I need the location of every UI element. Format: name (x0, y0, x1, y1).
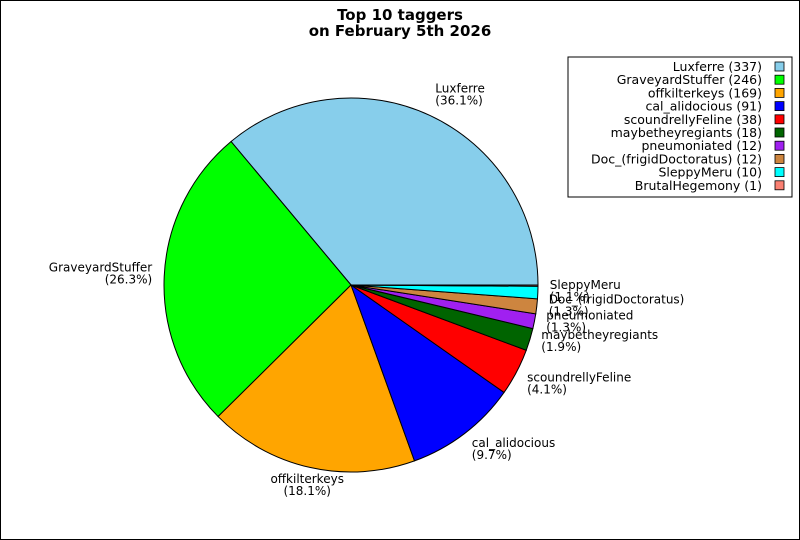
pie-slice-cal-alidocious (349, 283, 505, 462)
pie-slice-offkilterkeys (217, 284, 416, 473)
legend-swatch-luxferre (774, 61, 785, 72)
slice-pct-cal-alidocious: (9.7%) (472, 448, 512, 462)
legend-swatch-scoundrellyfeline (774, 114, 785, 125)
slice-label-graveyardstuffer: GraveyardStuffer (49, 261, 152, 275)
slice-label-scoundrellyfeline: scoundrellyFeline (527, 371, 631, 385)
legend-swatch-offkilterkeys (774, 88, 785, 98)
pie-slices (163, 97, 539, 473)
legend-swatch-brutalhegemony (774, 180, 785, 191)
slice-pct-sleppymeru: (1.1%) (550, 290, 590, 304)
legend-label-sleppymeru: SleppyMeru (10) (658, 165, 762, 180)
pie-slice-brutalhegemony (350, 284, 539, 287)
legend-swatch-doc-frigiddoctoratus (774, 153, 785, 164)
legend-label-offkilterkeys: offkilterkeys (169) (648, 85, 762, 100)
slice-pct-scoundrellyfeline: (4.1%) (527, 383, 567, 397)
legend-label-doc-frigiddoctoratus: Doc_(frigidDoctoratus) (12) (591, 151, 762, 166)
legend-label-luxferre: Luxferre (337) (673, 59, 762, 74)
slice-label-luxferre: Luxferre (435, 82, 485, 96)
legend-label-cal-alidocious: cal_alidocious (91) (645, 99, 762, 114)
legend-swatch-graveyardstuffer (774, 74, 785, 85)
slice-pct-graveyardstuffer: (26.3%) (105, 273, 152, 287)
chart-title-line-2: on February 5th 2026 (309, 22, 492, 40)
legend-label-pneumoniated: pneumoniated (12) (641, 138, 762, 153)
legend-swatch-maybetheyregiants (774, 127, 785, 138)
legend-label-brutalhegemony: BrutalHegemony (1) (635, 178, 762, 193)
slice-pct-doc-frigiddoctoratus: (1.3%) (549, 305, 589, 319)
slice-labels: Luxferre(36.1%) GraveyardStuffer(26.3%) of… (49, 82, 685, 498)
chart-title-line-1: Top 10 taggers (337, 6, 463, 24)
slice-label-maybetheyregiants: maybetheyregiants (541, 328, 658, 342)
legend-label-graveyardstuffer: GraveyardStuffer (246) (617, 72, 762, 87)
legend-swatch-pneumoniated (774, 140, 785, 151)
slice-pct-pneumoniated: (1.3%) (546, 321, 586, 335)
legend-swatch-sleppymeru (774, 167, 785, 178)
legend-box (567, 56, 793, 198)
legend: Luxferre (337)GraveyardStuffer (246)offk… (567, 56, 793, 198)
legend-swatch-cal-alidocious (774, 101, 785, 111)
slice-pct-maybetheyregiants: (1.9%) (541, 340, 581, 354)
pie-slice-luxferre (230, 97, 539, 286)
slice-label-pneumoniated: pneumoniated (546, 309, 633, 323)
legend-label-scoundrellyfeline: scoundrellyFeline (38) (624, 112, 762, 127)
slice-label-doc-frigiddoctoratus: Doc_(frigidDoctoratus) (549, 293, 685, 307)
slice-pct-offkilterkeys: (18.1%) (283, 484, 330, 498)
pie-slice-graveyardstuffer (163, 140, 352, 418)
slice-label-offkilterkeys: offkilterkeys (270, 472, 344, 486)
slice-label-cal-alidocious: cal_alidocious (472, 436, 555, 450)
slice-label-sleppymeru: SleppyMeru (550, 278, 621, 292)
legend-label-maybetheyregiants: maybetheyregiants (18) (611, 125, 762, 140)
slice-pct-luxferre: (36.1%) (435, 94, 482, 108)
